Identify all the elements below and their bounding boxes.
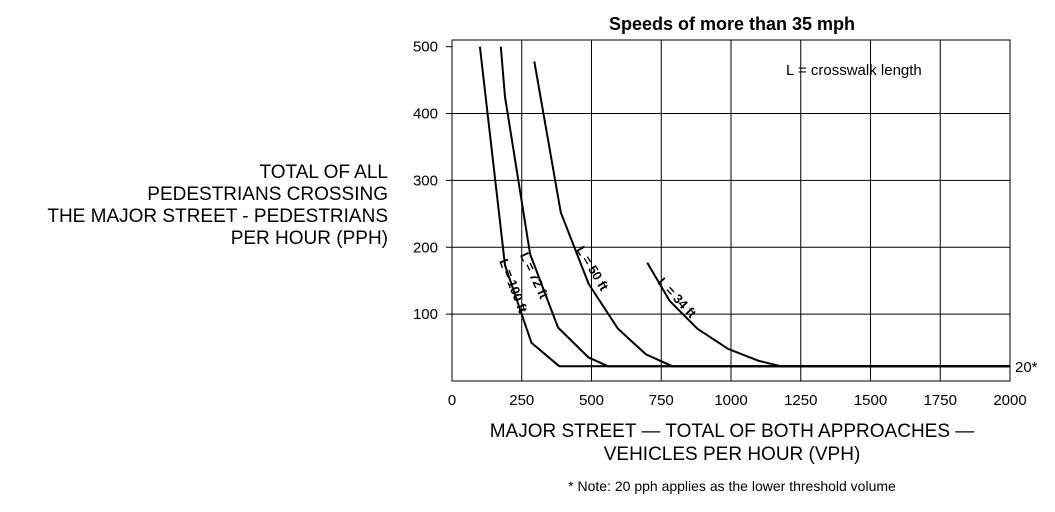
series-label: L = 50 ft <box>573 243 612 294</box>
plot-frame <box>451 39 1011 382</box>
y-tick-labels: 100 200 300 400 500 <box>413 39 452 323</box>
y-axis-label-line: PER HOUR (PPH) <box>230 228 388 249</box>
y-axis-label-line: TOTAL OF ALL <box>259 162 388 183</box>
y-axis-label: TOTAL OF ALL PEDESTRIANS CROSSING THE MA… <box>0 162 388 250</box>
x-tick-label: 750 <box>649 392 674 409</box>
series-line-72ft <box>499 46 1010 368</box>
chart-series: L = 100 ftL = 72 ft L = 50 ftL = 34 ft <box>478 46 1010 368</box>
x-tick-label: 1750 <box>924 392 957 409</box>
legend-note: L = crosswalk length <box>786 62 922 79</box>
x-tick-label: 250 <box>509 392 534 409</box>
y-axis-label-line: THE MAJOR STREET - PEDESTRIANS <box>47 206 388 227</box>
x-axis-label-line: VEHICLES PER HOUR (VPH) <box>603 444 861 465</box>
footnote: * Note: 20 pph applies as the lower thre… <box>568 478 896 494</box>
chart-grid <box>452 40 1011 381</box>
y-tick-label: 400 <box>413 106 438 123</box>
y-tick-label: 200 <box>413 239 438 256</box>
x-tick-label: 1000 <box>714 392 747 409</box>
chart-title: Speeds of more than 35 mph <box>609 14 855 34</box>
x-tick-label: 2000 <box>993 392 1026 409</box>
y-axis-label-line: PEDESTRIANS CROSSING <box>147 184 388 205</box>
y-tick-label: 300 <box>413 172 438 189</box>
threshold-label: 20* <box>1015 359 1038 376</box>
x-tick-label: 1250 <box>784 392 817 409</box>
x-axis-label: MAJOR STREET — TOTAL OF BOTH APPROACHES … <box>452 420 1012 466</box>
x-tick-label: 0 <box>448 392 456 409</box>
series-line-34ft <box>646 262 1010 368</box>
y-tick-label: 500 <box>413 39 438 56</box>
x-tick-label: 1500 <box>854 392 887 409</box>
series-line-50ft <box>533 61 1010 368</box>
x-tick-label: 500 <box>579 392 604 409</box>
y-tick-label: 100 <box>413 306 438 323</box>
x-tick-labels: 0 250 500 750 1000 1250 1500 1750 2000 <box>448 392 1027 409</box>
x-axis-label-line: MAJOR STREET — TOTAL OF BOTH APPROACHES … <box>489 421 975 442</box>
